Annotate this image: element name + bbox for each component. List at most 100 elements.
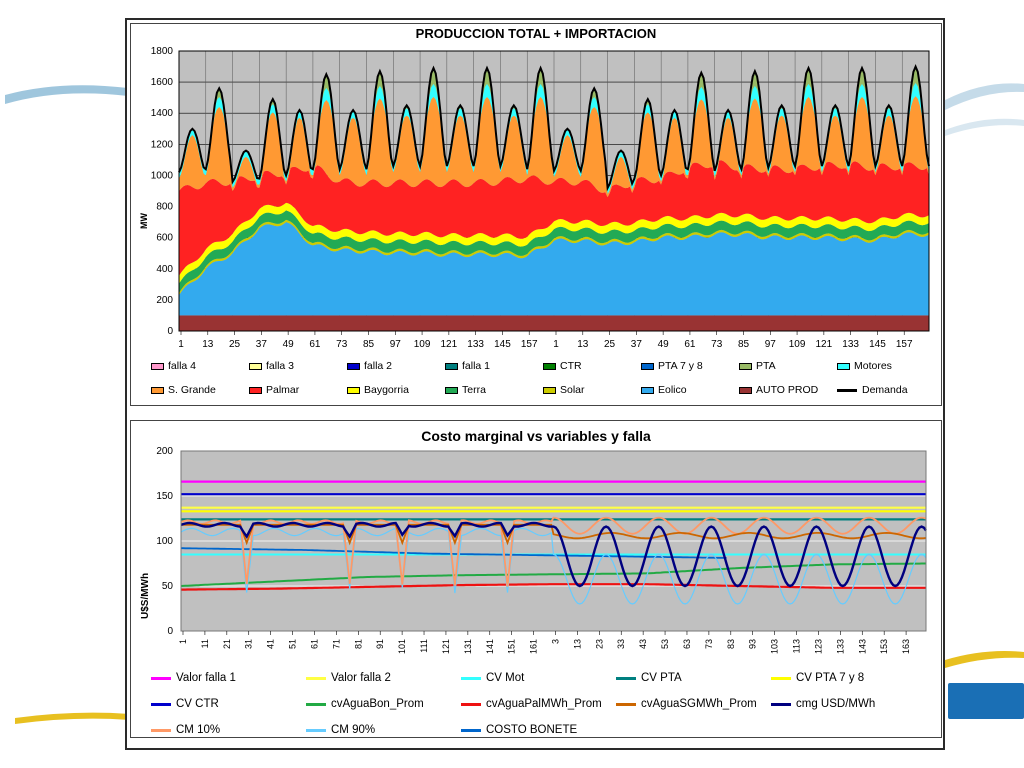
legend-item-baygorria: Baygorria bbox=[347, 384, 409, 396]
legend-swatch bbox=[543, 362, 556, 370]
production-x-tick-label: 121 bbox=[816, 339, 833, 350]
production-x-tick-label: 85 bbox=[738, 339, 750, 350]
legend-swatch bbox=[306, 702, 326, 706]
legend-item-cvaguasgmwh-prom: cvAguaSGMWh_Prom bbox=[616, 698, 757, 710]
legend-label: falla 1 bbox=[462, 360, 491, 372]
marginal-cost-chart-legend: Valor falla 1 Valor falla 2 CV Mot CV PTA CV… bbox=[131, 666, 943, 738]
production-y-tick-label: 800 bbox=[156, 202, 173, 213]
legend-swatch bbox=[739, 362, 752, 370]
legend-swatch bbox=[306, 676, 326, 680]
legend-label: PTA 7 y 8 bbox=[658, 360, 703, 372]
production-x-tick-label: 85 bbox=[363, 339, 375, 350]
legend-swatch bbox=[739, 386, 752, 394]
marginal-cost-x-tick-label: 91 bbox=[375, 639, 385, 649]
legend-label: cvAguaSGMWh_Prom bbox=[641, 698, 757, 710]
legend-swatch bbox=[616, 676, 636, 680]
legend-swatch bbox=[461, 728, 481, 732]
legend-swatch bbox=[249, 362, 262, 370]
production-y-tick-label: 0 bbox=[167, 326, 173, 337]
legend-label: falla 4 bbox=[168, 360, 197, 372]
legend-label: CM 90% bbox=[331, 724, 376, 736]
production-chart-legend: falla 4 falla 3 falla 2 falla 1 CTR PTA 7 y 8… bbox=[131, 354, 943, 406]
legend-item-falla1: falla 1 bbox=[445, 360, 490, 372]
legend-label: Motores bbox=[854, 360, 892, 372]
legend-label: CM 10% bbox=[176, 724, 221, 736]
legend-item-motores: Motores bbox=[837, 360, 892, 372]
legend-label: PTA bbox=[756, 360, 776, 372]
legend-item-cm-10: CM 10% bbox=[151, 724, 220, 736]
legend-label: Solar bbox=[560, 384, 585, 396]
cvaguapalmwh-prom-line bbox=[181, 583, 926, 591]
production-x-tick-label: 133 bbox=[842, 339, 859, 350]
marginal-cost-x-tick-label: 41 bbox=[266, 639, 276, 649]
marginal-cost-x-tick-label: 133 bbox=[835, 639, 845, 654]
eolico-area bbox=[179, 222, 929, 316]
production-x-tick-label: 13 bbox=[202, 339, 214, 350]
demanda-line bbox=[178, 63, 930, 192]
legend-swatch bbox=[445, 386, 458, 394]
marginal-cost-y-tick-label: 200 bbox=[156, 446, 173, 457]
production-x-tick-label: 1 bbox=[178, 339, 184, 350]
legend-label: Palmar bbox=[266, 384, 300, 396]
legend-swatch bbox=[151, 676, 171, 680]
production-y-tick-label: 1800 bbox=[151, 46, 174, 57]
marginal-cost-x-tick-label: 161 bbox=[529, 639, 539, 654]
legend-item-falla4: falla 4 bbox=[151, 360, 196, 372]
legend-swatch bbox=[837, 362, 850, 370]
production-y-tick-label: 400 bbox=[156, 264, 173, 275]
legend-swatch bbox=[306, 728, 326, 732]
legend-item-solar: Solar bbox=[543, 384, 585, 396]
production-x-tick-label: 73 bbox=[711, 339, 723, 350]
production-x-tick-label: 49 bbox=[283, 339, 295, 350]
legend-label: Eolico bbox=[658, 384, 687, 396]
legend-label: falla 3 bbox=[266, 360, 295, 372]
legend-swatch bbox=[461, 702, 481, 706]
auto-prod-area bbox=[179, 315, 929, 331]
legend-label: CV CTR bbox=[176, 698, 219, 710]
marginal-cost-y-tick-label: 0 bbox=[167, 626, 173, 637]
legend-item-cmg-usd-mwh: cmg USD/MWh bbox=[771, 698, 875, 710]
marginal-cost-x-tick-label: 153 bbox=[879, 639, 889, 654]
legend-label: Valor falla 2 bbox=[331, 672, 391, 684]
marginal-cost-x-tick-label: 163 bbox=[901, 639, 911, 654]
marginal-cost-x-tick-label: 141 bbox=[485, 639, 495, 654]
legend-label: cvAguaBon_Prom bbox=[331, 698, 424, 710]
legend-item-falla3: falla 3 bbox=[249, 360, 294, 372]
marginal-cost-x-tick-label: 63 bbox=[682, 639, 692, 649]
production-chart-panel: PRODUCCION TOTAL + IMPORTACION MW 0 200 40… bbox=[130, 23, 942, 406]
legend-item-cm-90: CM 90% bbox=[306, 724, 375, 736]
background-swoosh-left-bottom bbox=[15, 712, 130, 724]
marginal-cost-x-tick-label: 103 bbox=[770, 639, 780, 654]
legend-item-costo-bonete: COSTO BONETE bbox=[461, 724, 577, 736]
marginal-cost-x-tick-label: 113 bbox=[792, 639, 802, 653]
production-chart-title: PRODUCCION TOTAL + IMPORTACION bbox=[415, 26, 657, 41]
production-x-tick-label: 109 bbox=[789, 339, 806, 350]
legend-swatch bbox=[151, 362, 164, 370]
legend-swatch bbox=[249, 386, 262, 394]
production-y-tick-label: 1200 bbox=[151, 139, 174, 150]
marginal-cost-y-tick-label: 50 bbox=[162, 581, 174, 592]
background-swoosh-right bbox=[945, 83, 1024, 136]
legend-item-ctr: CTR bbox=[543, 360, 582, 372]
marginal-cost-x-tick-label: 21 bbox=[222, 639, 232, 649]
marginal-cost-x-tick-label: 3 bbox=[551, 639, 561, 644]
production-y-tick-label: 1000 bbox=[151, 170, 174, 181]
marginal-cost-x-tick-label: 13 bbox=[572, 639, 582, 649]
marginal-cost-x-tick-label: 11 bbox=[200, 639, 210, 648]
production-x-tick-label: 145 bbox=[494, 339, 511, 350]
marginal-cost-x-tick-label: 123 bbox=[813, 639, 823, 654]
marginal-cost-chart-title: Costo marginal vs variables y falla bbox=[421, 428, 651, 444]
legend-swatch bbox=[151, 386, 164, 394]
legend-label: cmg USD/MWh bbox=[796, 698, 876, 710]
marginal-cost-y-tick-label: 100 bbox=[156, 536, 173, 547]
production-x-tick-label: 133 bbox=[467, 339, 484, 350]
legend-label: AUTO PROD bbox=[756, 384, 819, 396]
legend-label: CV PTA bbox=[641, 672, 682, 684]
legend-item-falla2: falla 2 bbox=[347, 360, 392, 372]
brand-logo bbox=[948, 683, 1024, 719]
production-x-tick-label: 1 bbox=[553, 339, 559, 350]
production-y-tick-label: 600 bbox=[156, 233, 173, 244]
legend-label: Baygorria bbox=[364, 384, 409, 396]
legend-swatch bbox=[347, 386, 360, 394]
